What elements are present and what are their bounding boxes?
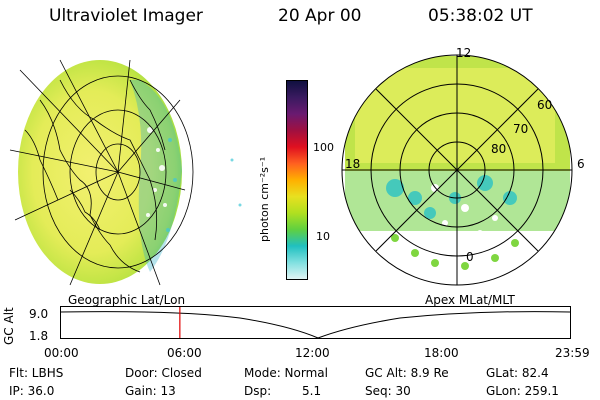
altitude-panel — [60, 306, 571, 339]
lat-label-70: 70 — [513, 122, 529, 136]
lat-label-60: 60 — [537, 98, 553, 112]
apex-caption: Apex MLat/MLT — [425, 293, 515, 307]
colorbar-tick-10: 10 — [316, 230, 330, 243]
alt-ytick-bottom: 1.8 — [29, 329, 49, 343]
lat-label-80: 80 — [491, 142, 507, 156]
instrument-title: Ultraviolet Imager — [49, 6, 203, 26]
colorbar-tick-100: 100 — [313, 141, 334, 154]
earth-disk — [18, 60, 182, 284]
ip-status: IP: 36.0 — [9, 384, 55, 398]
mlt-label-0: 0 — [466, 250, 474, 264]
gc-alt-status: GC Alt: 8.9 Re — [365, 366, 449, 380]
alt-axis-label: GC Alt — [2, 307, 16, 345]
door-status: Door: Closed — [125, 366, 202, 380]
filter-status: Flt: LBHS — [9, 366, 64, 380]
date-label: 20 Apr 00 — [278, 6, 362, 26]
polar-plot — [341, 54, 573, 286]
mode-status: Mode: Normal — [244, 366, 328, 380]
geo-caption: Geographic Lat/Lon — [68, 293, 186, 307]
dsp-value: 5.1 — [302, 384, 322, 398]
alt-ytick-top: 9.0 — [29, 307, 49, 321]
gain-status: Gain: 13 — [125, 384, 176, 398]
alt-xtick-0: 00:00 — [44, 346, 79, 360]
colorbar-unit-label: photon cm⁻²s⁻¹ — [258, 156, 271, 242]
seq-status: Seq: 30 — [365, 384, 411, 398]
geographic-image — [9, 59, 242, 286]
mlt-label-18: 18 — [345, 157, 361, 171]
alt-xtick-1: 06:00 — [167, 346, 202, 360]
glat-status: GLat: 82.4 — [486, 366, 549, 380]
mlt-label-6: 6 — [577, 157, 585, 171]
alt-xtick-2: 12:00 — [295, 346, 330, 360]
glon-status: GLon: 259.1 — [486, 384, 559, 398]
dsp-label: Dsp: — [244, 384, 272, 398]
alt-xtick-3: 18:00 — [424, 346, 459, 360]
mlt-label-12: 12 — [456, 46, 472, 60]
time-label: 05:38:02 UT — [428, 6, 533, 26]
alt-xtick-4: 23:59 — [555, 346, 590, 360]
colorbar — [286, 80, 308, 280]
